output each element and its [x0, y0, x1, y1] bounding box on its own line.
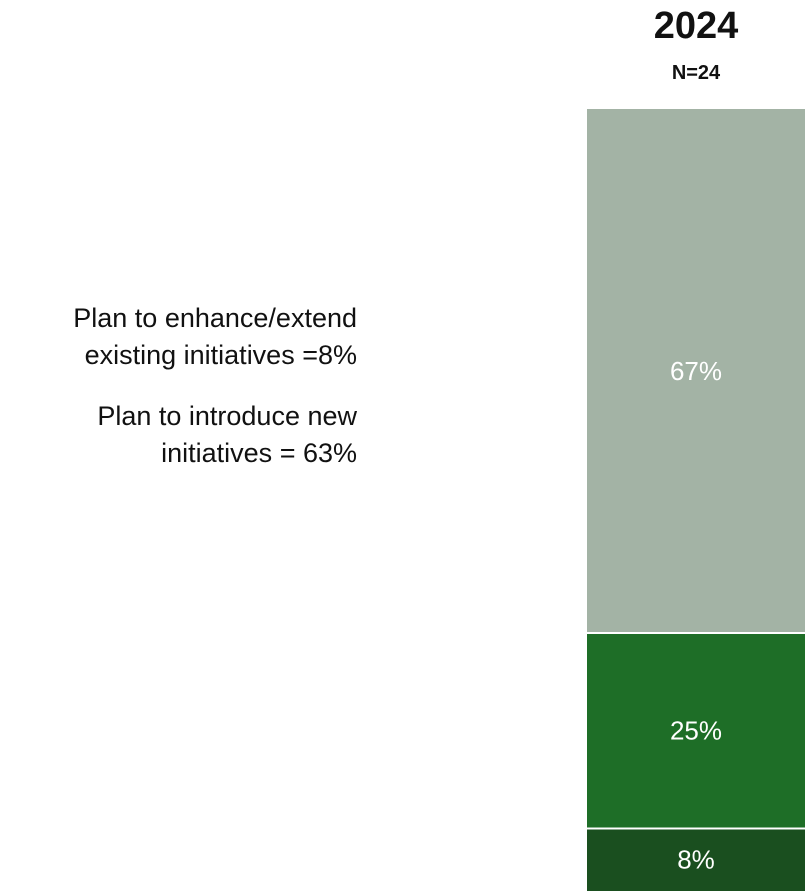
bar-segment-0	[587, 828, 805, 891]
bar-segment-1	[587, 632, 805, 829]
bar-segment-2	[587, 109, 805, 633]
annotation-enhance-extend: Plan to enhance/extend existing initiati…	[73, 303, 357, 370]
bar-segment-label-1: 25%	[670, 716, 722, 746]
annotation-introduce-new: Plan to introduce new initiatives = 63%	[97, 401, 357, 468]
bar-segment-label-0: 8%	[677, 845, 715, 875]
column-title: 2024	[653, 5, 739, 47]
bar-segment-label-2: 67%	[670, 356, 722, 386]
sample-size-label: N=24	[671, 62, 721, 84]
annotation-block: Plan to enhance/extend existing initiati…	[0, 300, 357, 496]
